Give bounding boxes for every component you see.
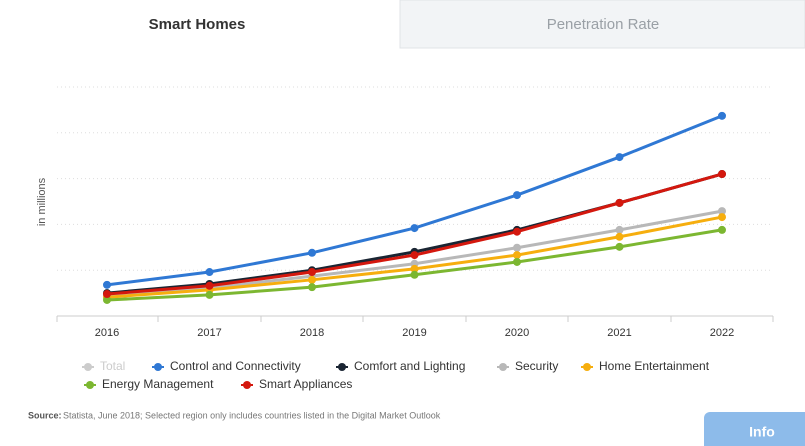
data-point bbox=[513, 243, 521, 252]
data-point bbox=[615, 198, 624, 207]
data-point bbox=[615, 153, 624, 162]
data-point bbox=[410, 224, 419, 233]
source-label: Source: bbox=[28, 410, 62, 420]
tab-active[interactable] bbox=[0, 0, 400, 48]
data-point bbox=[615, 225, 624, 234]
data-point bbox=[718, 225, 726, 234]
tab-inactive[interactable] bbox=[399, 0, 805, 49]
x-tick-label: 2020 bbox=[505, 327, 529, 339]
legend-label: Total bbox=[100, 359, 125, 373]
data-point bbox=[718, 170, 726, 179]
data-point bbox=[103, 295, 111, 304]
info-button[interactable] bbox=[704, 412, 805, 446]
legend-label: Control and Connectivity bbox=[170, 359, 301, 373]
tab-label: Penetration Rate bbox=[547, 16, 660, 33]
x-tick-label: 2021 bbox=[607, 327, 631, 339]
legend-swatch bbox=[499, 363, 507, 371]
data-point bbox=[308, 248, 316, 257]
data-point bbox=[615, 242, 624, 251]
legend-label: Smart Appliances bbox=[259, 377, 352, 391]
legend-swatch bbox=[583, 363, 591, 371]
data-point bbox=[103, 280, 111, 289]
data-point bbox=[718, 213, 726, 222]
data-point bbox=[718, 111, 726, 120]
data-point bbox=[103, 290, 111, 299]
legend-swatch bbox=[338, 363, 346, 371]
y-axis-label: in millions bbox=[36, 177, 48, 226]
data-point bbox=[410, 251, 419, 260]
data-point bbox=[205, 268, 214, 277]
legend-swatch bbox=[86, 381, 94, 389]
legend-label: Energy Management bbox=[102, 377, 214, 391]
data-point bbox=[513, 257, 521, 266]
x-tick-label: 2017 bbox=[197, 327, 221, 339]
tab-label: Smart Homes bbox=[149, 16, 246, 33]
x-tick-label: 2022 bbox=[710, 327, 734, 339]
legend-swatch bbox=[243, 381, 251, 389]
legend-swatch bbox=[154, 363, 162, 371]
data-point bbox=[308, 283, 316, 292]
data-point bbox=[205, 290, 214, 299]
legend-label: Comfort and Lighting bbox=[354, 359, 465, 373]
x-tick-label: 2018 bbox=[300, 327, 324, 339]
source-text: Statista, June 2018; Selected region onl… bbox=[63, 410, 441, 420]
data-point bbox=[513, 227, 521, 236]
data-point bbox=[308, 268, 316, 277]
data-point bbox=[718, 207, 726, 216]
legend-swatch bbox=[84, 363, 92, 371]
x-tick-label: 2016 bbox=[95, 327, 119, 339]
legend-label: Home Entertainment bbox=[599, 359, 710, 373]
data-point bbox=[513, 251, 521, 260]
legend-label: Security bbox=[515, 359, 558, 373]
data-point bbox=[308, 275, 316, 284]
data-point bbox=[410, 264, 419, 273]
x-axis-ticks bbox=[56, 316, 774, 322]
data-point bbox=[410, 270, 419, 279]
data-point bbox=[205, 281, 214, 290]
data-point bbox=[615, 232, 624, 241]
x-tick-label: 2019 bbox=[402, 327, 426, 339]
data-point bbox=[513, 191, 521, 200]
info-label: Info bbox=[749, 424, 775, 440]
